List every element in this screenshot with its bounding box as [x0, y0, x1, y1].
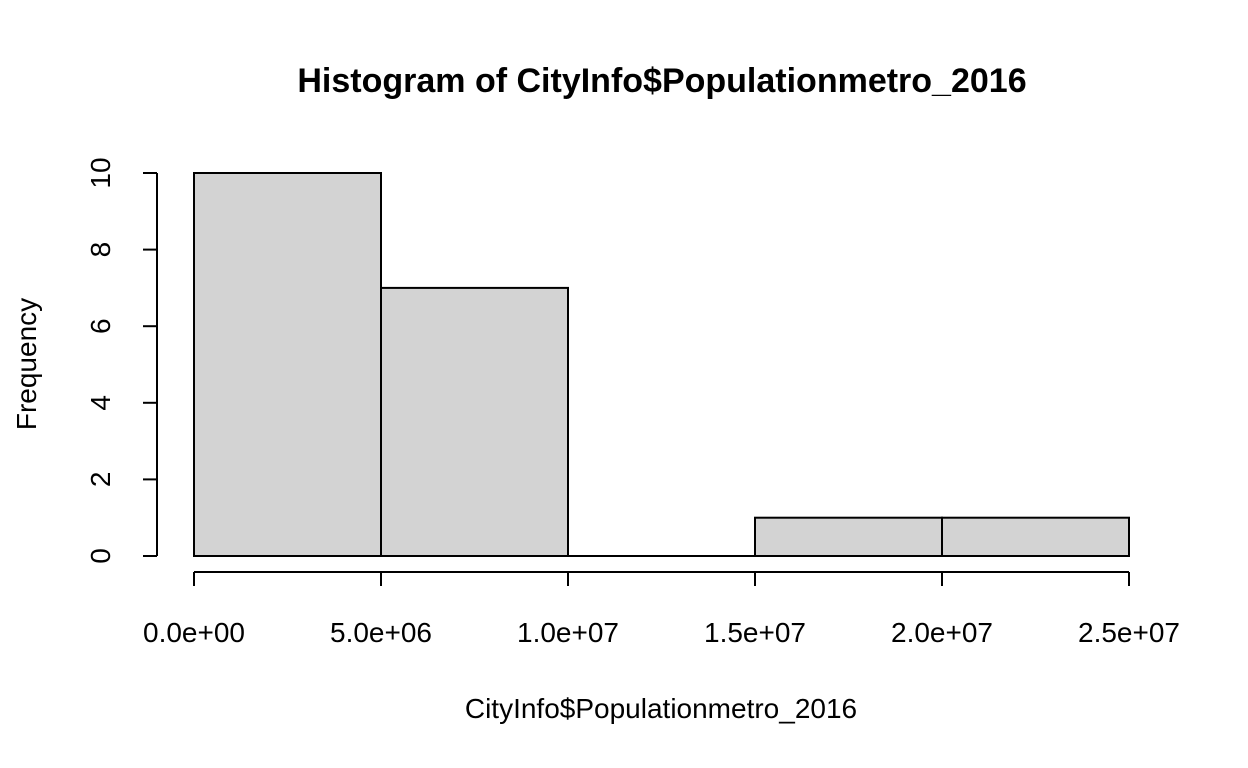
x-tick-label-4: 2.0e+07 — [891, 617, 993, 648]
y-axis-label: Frequency — [11, 298, 42, 430]
y-tick-label-5: 10 — [85, 157, 116, 188]
histogram-bar-0 — [193, 172, 382, 557]
y-tick-label-0: 0 — [85, 548, 116, 564]
x-tick-label-2: 1.0e+07 — [517, 617, 619, 648]
y-tick-label-3: 6 — [85, 318, 116, 334]
y-axis: 0 2 4 6 8 10 — [85, 157, 158, 564]
chart-title: Histogram of CityInfo$Populationmetro_20… — [297, 62, 1026, 100]
histogram-bar-3 — [754, 516, 943, 558]
x-tick-label-5: 2.5e+07 — [1078, 617, 1180, 648]
y-tick-label-1: 2 — [85, 472, 116, 488]
x-tick-label-0: 0.0e+00 — [143, 617, 245, 648]
histogram-bar-1 — [380, 286, 569, 557]
y-tick-label-4: 8 — [85, 242, 116, 258]
x-axis-label: CityInfo$Populationmetro_2016 — [465, 693, 857, 724]
x-tick-label-1: 5.0e+06 — [330, 617, 432, 648]
bars-group — [193, 172, 1130, 558]
x-tick-label-3: 1.5e+07 — [704, 617, 806, 648]
x-axis: 0.0e+00 5.0e+06 1.0e+07 1.5e+07 2.0e+07 2.5e+… — [143, 571, 1180, 648]
y-tick-label-2: 4 — [85, 395, 116, 411]
histogram-bar-4 — [941, 516, 1130, 558]
